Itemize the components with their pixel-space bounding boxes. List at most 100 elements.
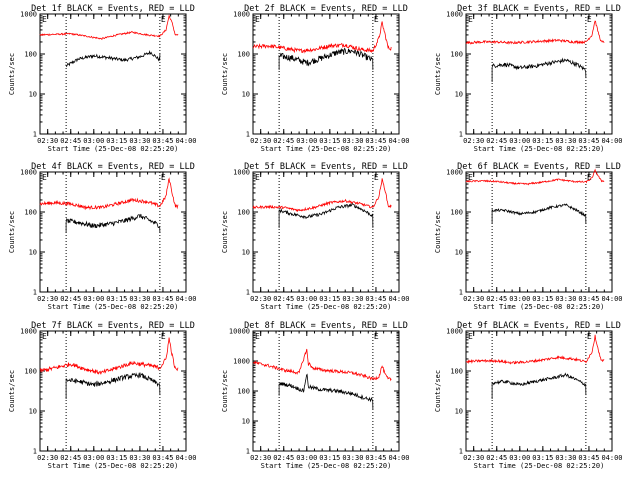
plot-frame — [465, 330, 613, 452]
y-axis-label: Counts/sec — [434, 53, 442, 95]
panel-title: Det 1f BLACK = Events, RED = LLD — [31, 4, 195, 14]
x-tick-label: 04:00 — [388, 137, 409, 145]
panel-8: Det 8f BLACK = Events, RED = LLD 1 10 100 10… — [221, 321, 410, 470]
y-tick-label: 10 — [29, 408, 37, 416]
marker-letter: E — [42, 173, 47, 182]
x-tick-label: 03:45 — [578, 454, 599, 462]
marker-letter: E — [255, 15, 260, 24]
x-tick-label: 03:30 — [342, 454, 363, 462]
x-axis-label: Start Time (25-Dec-08 02:25:20) — [474, 145, 605, 153]
plot-frame — [252, 171, 400, 293]
x-tick-label: 03:45 — [152, 454, 173, 462]
x-tick-label: 03:30 — [342, 295, 363, 303]
plot-frame — [39, 171, 187, 293]
plot-frame — [465, 13, 613, 135]
y-tick-label: 1000 — [446, 169, 463, 177]
x-tick-label: 02:30 — [250, 137, 271, 145]
x-tick-label: 03:30 — [129, 295, 150, 303]
x-tick-label: 04:00 — [175, 454, 196, 462]
plot-frame — [39, 13, 187, 135]
marker-letter: E — [42, 332, 47, 341]
y-tick-label: 1 — [459, 448, 463, 456]
x-tick-label: 04:00 — [388, 295, 409, 303]
y-tick-label: 100 — [24, 209, 37, 217]
x-tick-label: 03:45 — [152, 137, 173, 145]
panel-title: Det 7f BLACK = Events, RED = LLD — [31, 321, 195, 331]
x-tick-label: 03:15 — [532, 295, 553, 303]
plot-frame — [252, 330, 400, 452]
plot-frame — [252, 13, 400, 135]
x-tick-label: 03:30 — [555, 295, 576, 303]
panel-4: Det 4f BLACK = Events, RED = LLD 1 10 100 10… — [8, 162, 197, 311]
events-series-line — [491, 57, 587, 82]
x-tick-label: 03:15 — [532, 137, 553, 145]
panel-9: Det 9f BLACK = Events, RED = LLD 1 10 100 10… — [434, 321, 623, 470]
x-tick-label: 03:15 — [319, 454, 340, 462]
panel-title: Det 2f BLACK = Events, RED = LLD — [244, 4, 408, 14]
y-axis-label: Counts/sec — [8, 53, 16, 95]
x-axis-label: Start Time (25-Dec-08 02:25:20) — [474, 462, 605, 470]
x-tick-label: 02:45 — [486, 295, 507, 303]
y-tick-label: 1 — [33, 289, 37, 297]
y-tick-label: 100 — [450, 209, 463, 217]
panel-title: Det 6f BLACK = Events, RED = LLD — [457, 162, 621, 172]
x-tick-label: 04:00 — [175, 137, 196, 145]
x-tick-label: 03:00 — [296, 454, 317, 462]
y-tick-label: 10 — [29, 91, 37, 99]
marker-letter: E — [374, 15, 379, 24]
x-tick-label: 03:15 — [106, 137, 127, 145]
y-tick-label: 100 — [24, 368, 37, 376]
x-tick-label: 02:30 — [463, 137, 484, 145]
y-axis-label: Counts/sec — [434, 211, 442, 253]
y-tick-label: 10 — [29, 249, 37, 257]
lld-series-line — [39, 177, 179, 211]
y-tick-label: 10 — [455, 408, 463, 416]
x-tick-label: 03:30 — [342, 137, 363, 145]
events-series-line — [65, 50, 161, 68]
x-axis-label: Start Time (25-Dec-08 02:25:20) — [261, 303, 392, 311]
y-tick-label: 1 — [459, 289, 463, 297]
lld-series-line — [252, 21, 392, 54]
x-tick-label: 03:45 — [365, 137, 386, 145]
panel-title: Det 3f BLACK = Events, RED = LLD — [457, 4, 621, 14]
y-tick-label: 1000 — [20, 11, 37, 19]
marker-letter: E — [255, 332, 260, 341]
x-tick-label: 03:15 — [106, 295, 127, 303]
x-tick-label: 02:45 — [273, 295, 294, 303]
marker-letter: E — [374, 173, 379, 182]
x-tick-label: 04:00 — [388, 454, 409, 462]
panel-title: Det 5f BLACK = Events, RED = LLD — [244, 162, 408, 172]
y-tick-label: 1 — [246, 448, 250, 456]
panel-6: Det 6f BLACK = Events, RED = LLD 1 10 100 10… — [434, 162, 623, 311]
y-tick-label: 10 — [242, 418, 250, 426]
x-tick-label: 03:30 — [555, 137, 576, 145]
x-axis-label: Start Time (25-Dec-08 02:25:20) — [48, 145, 179, 153]
x-tick-label: 04:00 — [175, 295, 196, 303]
plot-frame — [39, 330, 187, 452]
x-tick-label: 03:00 — [509, 295, 530, 303]
x-tick-label: 02:45 — [60, 295, 81, 303]
events-series-line — [491, 372, 587, 399]
y-tick-label: 100 — [450, 51, 463, 59]
x-tick-label: 04:00 — [601, 137, 622, 145]
panel-title: Det 9f BLACK = Events, RED = LLD — [457, 321, 621, 331]
x-tick-label: 02:30 — [37, 295, 58, 303]
y-axis-label: Counts/sec — [221, 53, 229, 95]
x-tick-label: 03:30 — [555, 454, 576, 462]
x-tick-label: 02:30 — [37, 454, 58, 462]
x-tick-label: 02:45 — [486, 454, 507, 462]
marker-letter: E — [587, 332, 592, 341]
x-tick-label: 02:45 — [60, 137, 81, 145]
panel-3: Det 3f BLACK = Events, RED = LLD 1 10 100 10… — [434, 4, 623, 153]
x-tick-label: 03:45 — [578, 295, 599, 303]
lld-series-line — [465, 334, 605, 365]
y-tick-label: 1 — [246, 131, 250, 139]
x-tick-label: 02:30 — [463, 454, 484, 462]
panel-1: Det 1f BLACK = Events, RED = LLD 1 10 100 10… — [8, 4, 197, 153]
x-tick-label: 04:00 — [601, 454, 622, 462]
x-tick-label: 02:30 — [463, 295, 484, 303]
events-series-line — [278, 202, 374, 228]
lld-series-line — [39, 337, 179, 375]
panel-title: Det 4f BLACK = Events, RED = LLD — [31, 162, 195, 172]
